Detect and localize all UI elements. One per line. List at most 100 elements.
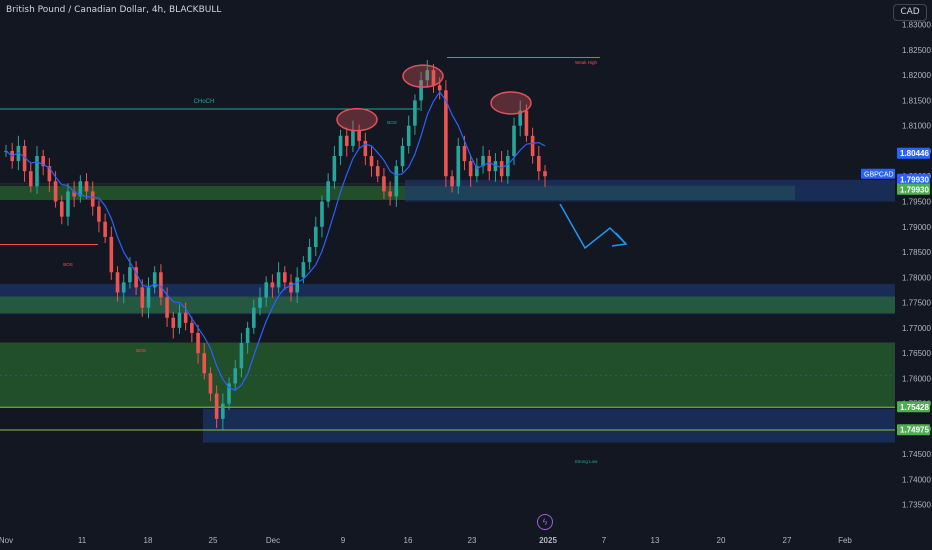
candle-body xyxy=(289,282,293,293)
x-tick-label: 18 xyxy=(144,536,153,545)
candle-body xyxy=(338,135,343,157)
candle-body xyxy=(307,246,312,263)
y-tick-label: 1.79500 xyxy=(902,198,931,207)
candle-body xyxy=(35,156,39,187)
candle-body xyxy=(524,110,529,136)
swing-circle xyxy=(402,64,444,88)
candle-body xyxy=(128,267,132,283)
time-axis: Nov 11 18 25 Dec 9 16 23 2025 7 13 20 27 Feb xyxy=(0,536,852,545)
candle-body xyxy=(413,100,417,126)
price-axis: 1.830001.825001.820001.815001.810001.805… xyxy=(861,0,932,550)
candle-body xyxy=(437,85,442,91)
candle-body xyxy=(202,353,207,374)
candle-body xyxy=(245,327,250,344)
currency-button[interactable]: CAD xyxy=(893,4,927,21)
candle-body xyxy=(475,166,479,177)
zone-demand xyxy=(0,342,895,408)
x-tick-label: 13 xyxy=(651,536,660,545)
candle-body xyxy=(425,70,430,81)
price-label-bg xyxy=(897,183,930,195)
candle-body xyxy=(196,332,200,354)
candle-body xyxy=(53,181,58,202)
candle-body xyxy=(47,166,52,182)
candle-body xyxy=(499,161,504,177)
candle-body xyxy=(78,181,83,197)
annotations-layer: CHoCH BOS BOS BOS Weak High Strong Low xyxy=(63,60,628,464)
y-tick-label: 1.77500 xyxy=(902,299,931,308)
y-tick-label: 1.82500 xyxy=(902,46,931,55)
x-tick-label: Dec xyxy=(266,536,280,545)
price-label-bg xyxy=(897,424,930,436)
price-label: 1.80446 xyxy=(900,149,929,158)
candle-body xyxy=(419,80,423,101)
y-tick-label: 1.81000 xyxy=(902,122,931,131)
candle-body xyxy=(208,373,213,394)
zone-demand xyxy=(0,296,895,314)
y-tick-label: 1.73500 xyxy=(902,501,931,510)
candle-body xyxy=(282,272,287,283)
candle-body xyxy=(171,317,176,328)
candle-body xyxy=(140,287,145,308)
candle-body xyxy=(518,110,523,126)
candle-body xyxy=(363,140,368,157)
candle-body xyxy=(252,307,256,328)
candle-body xyxy=(90,191,95,207)
candle-body xyxy=(177,312,182,328)
candle-body xyxy=(270,282,275,288)
candle-body xyxy=(16,145,21,162)
annotation-label: BOS xyxy=(136,348,146,353)
x-tick-label: 9 xyxy=(341,536,346,545)
candle-body xyxy=(190,322,194,333)
price-label-bg xyxy=(897,147,930,159)
candle-body xyxy=(41,156,45,167)
candle-body xyxy=(543,171,547,177)
candle-body xyxy=(357,130,361,141)
candle-body xyxy=(326,181,330,202)
candle-body xyxy=(66,191,70,217)
candle-body xyxy=(406,125,411,146)
candle-body xyxy=(481,156,485,167)
candle-body xyxy=(165,297,169,318)
candle-body xyxy=(431,70,436,86)
moving-average-layer xyxy=(5,90,546,391)
candle-body xyxy=(394,166,399,197)
x-tick-label: Nov xyxy=(0,536,13,545)
price-label-bg xyxy=(897,401,930,413)
price-label: 1.75428 xyxy=(900,403,929,412)
candle-body xyxy=(301,262,306,278)
x-tick-label: 23 xyxy=(468,536,477,545)
candle-body xyxy=(444,90,448,177)
x-tick-label: 7 xyxy=(602,536,607,545)
x-tick-label: 16 xyxy=(404,536,413,545)
candle-body xyxy=(388,191,392,197)
price-axis-bg xyxy=(895,0,932,550)
candle-body xyxy=(537,156,541,172)
candle-body xyxy=(227,383,231,404)
symbol-title: British Pound / Canadian Dollar, 4h, BLA… xyxy=(6,5,222,15)
candle-body xyxy=(320,201,324,227)
candle-body xyxy=(97,206,101,222)
annotation-label: BOS xyxy=(387,120,397,125)
candle-body xyxy=(28,171,33,187)
swing-circle xyxy=(336,107,378,132)
candle-body xyxy=(152,272,157,288)
y-tick-label: 1.79000 xyxy=(902,223,931,232)
candle-body xyxy=(103,221,107,237)
lightning-icon[interactable]: ϟ xyxy=(537,514,553,530)
candle-body xyxy=(462,145,467,162)
candle-body xyxy=(344,135,349,146)
projection-arrow xyxy=(559,203,627,250)
annotation-label: Weak High xyxy=(575,60,597,65)
zone-supply xyxy=(405,179,895,202)
candle-body xyxy=(59,201,64,217)
y-tick-label: 1.83000 xyxy=(902,21,931,30)
y-tick-label: 1.76500 xyxy=(902,349,931,358)
y-tick-label: 1.76000 xyxy=(902,374,931,383)
annotation-label: Strong Low xyxy=(575,459,599,464)
y-tick-label: 1.74000 xyxy=(902,475,931,484)
candle-body xyxy=(313,226,318,247)
x-tick-label: 2025 xyxy=(539,536,557,545)
candle-body xyxy=(375,166,380,177)
candle-body xyxy=(506,156,510,177)
